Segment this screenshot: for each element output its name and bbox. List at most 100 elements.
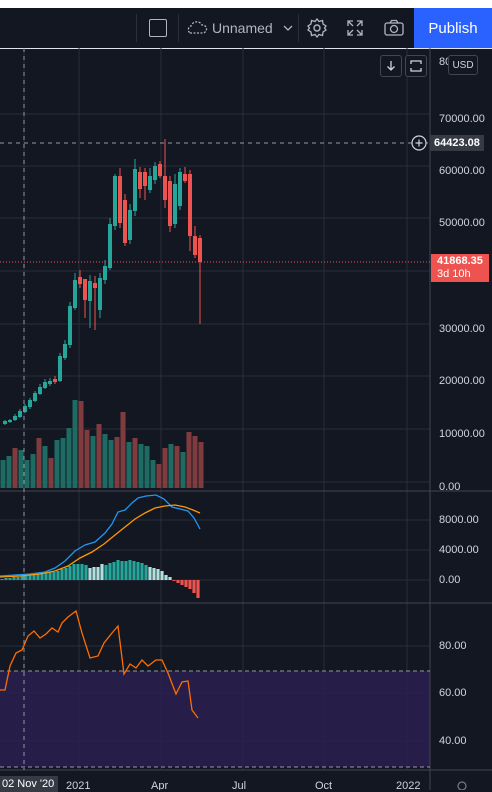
toolbar-separator xyxy=(178,14,179,42)
crosshair-date-tag: 02 Nov '20 xyxy=(0,776,59,792)
time-axis-labels: 2021 Apr Jul Oct 2022 xyxy=(66,780,420,790)
volume-bar xyxy=(54,440,60,488)
volume-bar xyxy=(48,458,54,488)
candle-body xyxy=(103,266,107,280)
price-axis-label: 70000.00 xyxy=(439,113,485,125)
rsi-axis-label: 80.00 xyxy=(439,640,467,652)
candle-body xyxy=(78,277,82,284)
histogram-bar xyxy=(92,567,96,580)
rsi-axis-labels: 80.00 60.00 40.00 xyxy=(439,640,467,747)
histogram-bar xyxy=(40,573,44,580)
volume-bar xyxy=(138,444,144,488)
histogram-bar xyxy=(120,561,124,580)
volume-bar xyxy=(90,436,96,488)
candle-body xyxy=(58,356,62,381)
volume-bar xyxy=(12,448,18,488)
volume-bar xyxy=(108,440,114,488)
candle-body xyxy=(133,169,137,211)
chart-area[interactable]: 80 70000.0060000.0050000.0040000.0030000… xyxy=(0,48,492,790)
candle-body xyxy=(53,379,57,382)
fullscreen-icon xyxy=(347,20,363,36)
arrow-down-icon xyxy=(387,61,395,71)
histogram-bar xyxy=(8,578,12,580)
candle-body xyxy=(123,200,127,243)
volume-bar xyxy=(24,460,30,488)
price-axis-label: 50000.00 xyxy=(439,217,485,229)
candle-body xyxy=(18,411,22,417)
macd-line xyxy=(0,494,201,577)
macd-axis-labels: 8000.00 4000.00 0.00 xyxy=(439,514,479,586)
candle-body xyxy=(193,236,197,255)
histogram-bar xyxy=(60,569,64,580)
candlesticks xyxy=(3,139,202,425)
histogram-bar xyxy=(24,576,28,580)
volume-bar xyxy=(78,401,84,488)
volume-bar xyxy=(0,460,6,488)
histogram-bar xyxy=(192,580,196,593)
rsi-line xyxy=(0,609,199,719)
candle-body xyxy=(48,381,52,384)
candle-body xyxy=(88,281,92,301)
rsi-axis-label: 40.00 xyxy=(439,735,467,747)
histogram-bar xyxy=(68,566,72,580)
volume-bar xyxy=(30,454,36,488)
volume-bar xyxy=(66,428,72,488)
volume-bar xyxy=(60,438,66,488)
volume-bar xyxy=(186,432,192,488)
histogram-bar xyxy=(72,564,76,580)
histogram-bar xyxy=(20,576,24,580)
histogram-bar xyxy=(116,560,120,580)
histogram-bar xyxy=(108,563,112,580)
fullscreen-button[interactable] xyxy=(340,8,370,48)
histogram-bar xyxy=(196,580,200,598)
candle-body xyxy=(23,406,27,412)
candle-body xyxy=(33,393,37,401)
currency-button[interactable]: USD xyxy=(448,55,478,75)
settings-button[interactable] xyxy=(302,8,332,48)
layout-name-dropdown[interactable]: Unnamed xyxy=(184,8,295,48)
snapshot-button[interactable] xyxy=(378,8,410,48)
volume-bar xyxy=(174,446,180,488)
candle-body xyxy=(3,421,7,424)
candle-body xyxy=(68,306,72,345)
scroll-down-button[interactable] xyxy=(380,55,402,77)
histogram-bar xyxy=(128,560,132,580)
volume-bars xyxy=(0,400,204,488)
histogram-bar xyxy=(56,571,60,580)
last-price-value: 41868.35 xyxy=(437,255,483,267)
volume-bar xyxy=(150,460,156,488)
histogram-bar xyxy=(176,580,180,583)
candle-body xyxy=(113,176,117,226)
select-layout-button[interactable] xyxy=(144,8,172,48)
publish-button[interactable]: Publish xyxy=(414,8,492,48)
histogram-bar xyxy=(52,572,56,580)
macd-axis-label: 8000.00 xyxy=(439,514,479,526)
crosshair-date-value: 02 Nov '20 xyxy=(2,778,55,790)
histogram-bar xyxy=(16,577,20,580)
maximize-pane-button[interactable] xyxy=(405,55,427,77)
candle-body xyxy=(8,420,12,422)
histogram-bar xyxy=(32,575,36,580)
histogram-bar xyxy=(124,561,128,580)
histogram-bar xyxy=(44,573,48,580)
volume-bar xyxy=(180,452,186,488)
candle-body xyxy=(63,344,67,358)
time-axis-label: Apr xyxy=(151,780,168,790)
plus-circle-icon[interactable] xyxy=(410,134,428,152)
volume-bar xyxy=(114,437,120,488)
candle-body xyxy=(188,174,192,236)
time-axis-label: Oct xyxy=(315,780,332,790)
volume-bar xyxy=(84,430,90,488)
layout-name: Unnamed xyxy=(212,20,273,36)
price-axis-label: 20000.00 xyxy=(439,375,485,387)
time-axis-settings-icon[interactable] xyxy=(457,781,467,790)
histogram-bar xyxy=(48,572,52,580)
candle-body xyxy=(148,176,152,190)
price-axis-label: 10000.00 xyxy=(439,428,485,440)
histogram-bar xyxy=(180,580,184,585)
histogram-bar xyxy=(0,579,4,580)
volume-bar xyxy=(36,438,42,488)
volume-bar xyxy=(102,434,108,488)
candle-body xyxy=(98,278,102,310)
macd-axis-label: 4000.00 xyxy=(439,544,479,556)
